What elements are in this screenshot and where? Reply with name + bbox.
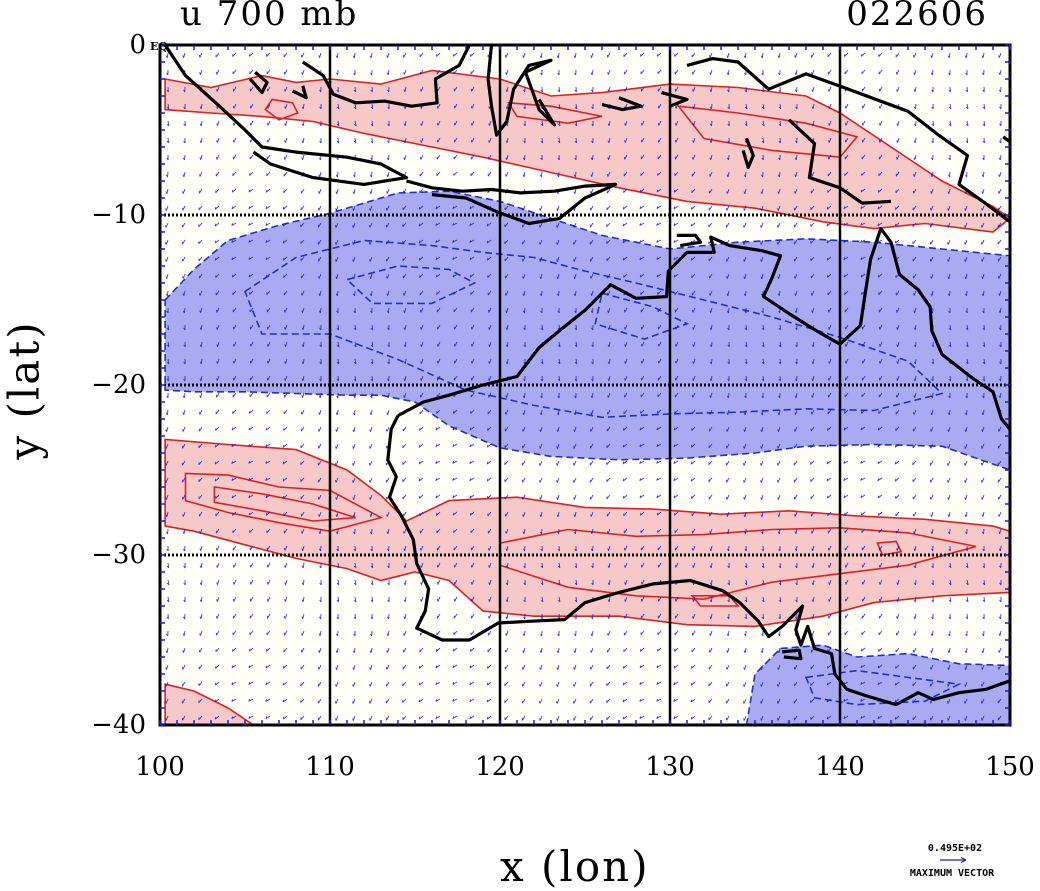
coastline xyxy=(686,56,1010,224)
coastline xyxy=(741,137,755,169)
coastline xyxy=(782,648,803,661)
contour-lines xyxy=(184,98,977,706)
frame-ticks xyxy=(159,44,1011,726)
x-tick-label: 140 xyxy=(815,752,865,782)
coastline xyxy=(397,227,1010,431)
positive-contour xyxy=(264,98,299,121)
y-tick-label: −40 xyxy=(91,710,146,740)
legend-arrow-head xyxy=(960,856,967,864)
coastline xyxy=(248,70,269,95)
equator-tag: EQ xyxy=(150,40,168,53)
coastline xyxy=(787,118,892,205)
negative-contour xyxy=(804,669,962,706)
x-tick-label: 120 xyxy=(475,752,525,782)
max-vector-label: MAXIMUM VECTOR xyxy=(909,868,995,879)
x-tick-label: 130 xyxy=(645,752,695,782)
negative-contour xyxy=(345,265,477,305)
positive-contour xyxy=(690,594,740,607)
x-tick-label: 100 xyxy=(135,752,185,782)
x-axis-label: x (lon) xyxy=(500,842,650,891)
frame-minor-ticks xyxy=(159,44,1011,726)
coastline xyxy=(163,45,409,186)
max-vector-value: 0.495E+02 xyxy=(927,843,983,854)
positive-contour xyxy=(676,105,859,159)
map-title-left: u 700 mb xyxy=(180,0,359,34)
positive-anomaly-region xyxy=(164,683,255,725)
map-title-right: 022606 xyxy=(846,0,988,34)
coastline xyxy=(301,45,471,108)
negative-anomaly-region xyxy=(745,644,1010,725)
coastline xyxy=(601,96,643,112)
coastline xyxy=(486,45,557,137)
y-axis-label: y (lat) xyxy=(0,320,49,460)
y-tick-label: −30 xyxy=(91,540,146,570)
positive-contour xyxy=(184,472,384,533)
y-tick-label: 0 xyxy=(129,30,146,60)
negative-contour xyxy=(594,292,690,340)
positive-contour xyxy=(876,540,903,556)
negative-contour xyxy=(244,239,944,419)
y-tick-label: −10 xyxy=(91,200,146,230)
grid-lines xyxy=(160,45,1010,725)
negative-anomaly-region xyxy=(164,190,1010,471)
coastline xyxy=(386,414,1010,707)
coastline xyxy=(676,233,703,248)
y-tick-label: −20 xyxy=(91,370,146,400)
positive-contour xyxy=(213,486,356,522)
x-tick-label: 110 xyxy=(305,752,355,782)
coastlines xyxy=(163,45,1010,725)
coastline xyxy=(291,85,308,100)
x-tick-label: 150 xyxy=(985,752,1035,782)
positive-anomaly-region xyxy=(164,69,1010,233)
coastline xyxy=(913,723,916,725)
